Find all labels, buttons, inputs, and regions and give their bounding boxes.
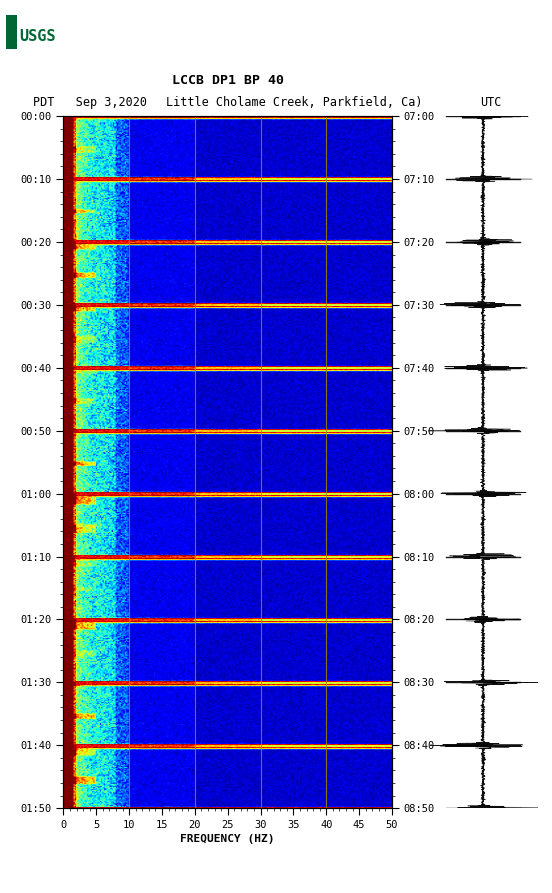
- Text: LCCB DP1 BP 40: LCCB DP1 BP 40: [172, 74, 284, 87]
- Text: PDT   Sep 3,2020: PDT Sep 3,2020: [33, 96, 147, 109]
- Text: USGS: USGS: [19, 29, 56, 44]
- X-axis label: FREQUENCY (HZ): FREQUENCY (HZ): [181, 834, 275, 844]
- Text: UTC: UTC: [480, 96, 502, 109]
- Text: Little Cholame Creek, Parkfield, Ca): Little Cholame Creek, Parkfield, Ca): [166, 96, 422, 109]
- Polygon shape: [6, 15, 17, 40]
- Polygon shape: [6, 15, 17, 49]
